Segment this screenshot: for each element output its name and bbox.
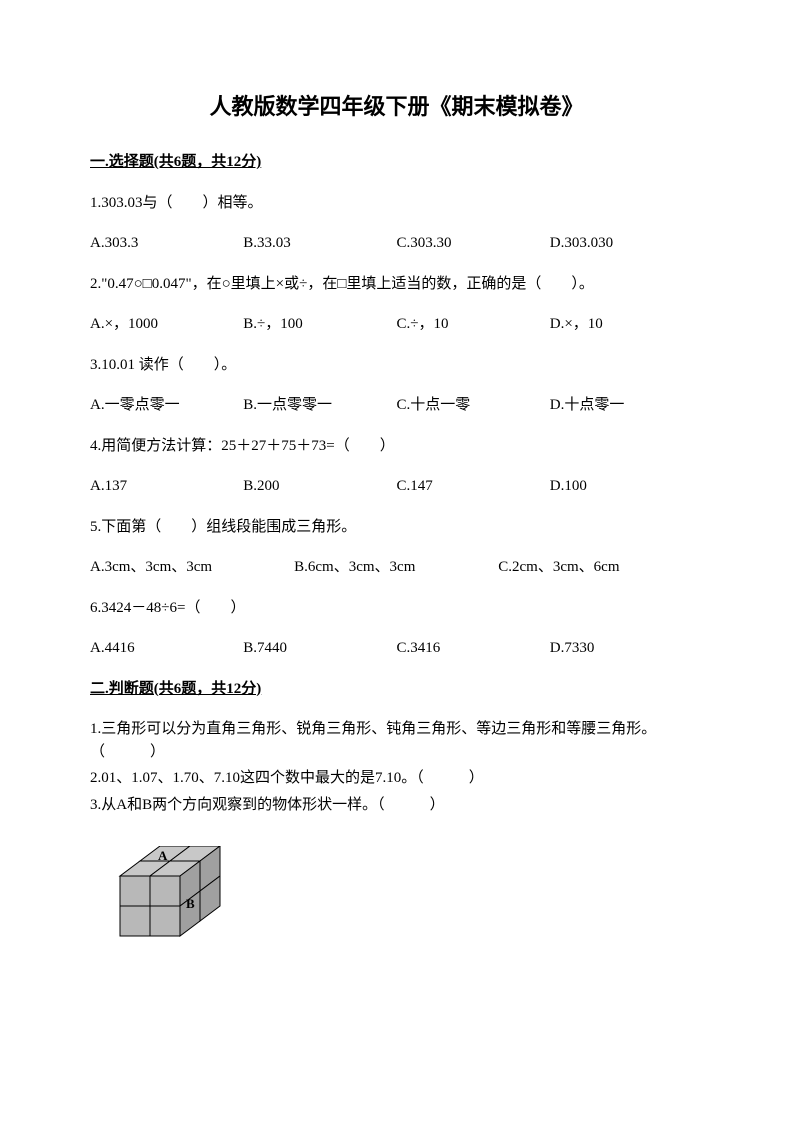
q3-options: A.一零点零一 B.一点零零一 C.十点一零 D.十点零一 bbox=[90, 394, 703, 417]
q4-optC: C.147 bbox=[397, 475, 550, 498]
q4-optB: B.200 bbox=[243, 475, 396, 498]
question-3: 3.10.01 读作（ ）。 A.一零点零一 B.一点零零一 C.十点一零 D.… bbox=[90, 354, 703, 417]
q5-optB: B.6cm、3cm、3cm bbox=[294, 556, 498, 579]
q2-optA: A.×，1000 bbox=[90, 313, 243, 336]
q3-text: 3.10.01 读作（ ）。 bbox=[90, 354, 703, 377]
q1-optB: B.33.03 bbox=[243, 232, 396, 255]
page-title: 人教版数学四年级下册《期末模拟卷》 bbox=[90, 90, 703, 123]
q6-optA: A.4416 bbox=[90, 637, 243, 660]
q6-optC: C.3416 bbox=[397, 637, 550, 660]
q1-optD: D.303.030 bbox=[550, 232, 703, 255]
section2-header: 二.判断题(共6题，共12分) bbox=[90, 678, 703, 701]
question-2: 2."0.47○□0.047"，在○里填上×或÷，在□里填上适当的数，正确的是（… bbox=[90, 273, 703, 336]
question-5: 5.下面第（ ）组线段能围成三角形。 A.3cm、3cm、3cm B.6cm、3… bbox=[90, 516, 703, 579]
q5-optA: A.3cm、3cm、3cm bbox=[90, 556, 294, 579]
q4-options: A.137 B.200 C.147 D.100 bbox=[90, 475, 703, 498]
cube-label-a: A bbox=[158, 848, 168, 863]
q3-optD: D.十点零一 bbox=[550, 394, 703, 417]
q5-optC: C.2cm、3cm、6cm bbox=[498, 556, 702, 579]
q5-text: 5.下面第（ ）组线段能围成三角形。 bbox=[90, 516, 703, 539]
judge-2: 2.01、1.07、1.70、7.10这四个数中最大的是7.10。（ ） bbox=[90, 767, 703, 790]
q3-optA: A.一零点零一 bbox=[90, 394, 243, 417]
q2-options: A.×，1000 B.÷，100 C.÷，10 D.×，10 bbox=[90, 313, 703, 336]
q1-options: A.303.3 B.33.03 C.303.30 D.303.030 bbox=[90, 232, 703, 255]
q1-optA: A.303.3 bbox=[90, 232, 243, 255]
q4-text: 4.用简便方法计算：25＋27＋75＋73=（ ） bbox=[90, 435, 703, 458]
q3-optC: C.十点一零 bbox=[397, 394, 550, 417]
question-4: 4.用简便方法计算：25＋27＋75＋73=（ ） A.137 B.200 C.… bbox=[90, 435, 703, 498]
q2-optD: D.×，10 bbox=[550, 313, 703, 336]
q5-options: A.3cm、3cm、3cm B.6cm、3cm、3cm C.2cm、3cm、6c… bbox=[90, 556, 703, 579]
q6-optD: D.7330 bbox=[550, 637, 703, 660]
q2-text: 2."0.47○□0.047"，在○里填上×或÷，在□里填上适当的数，正确的是（… bbox=[90, 273, 703, 296]
judge-3: 3.从A和B两个方向观察到的物体形状一样。（ ） bbox=[90, 794, 703, 817]
q3-optB: B.一点零零一 bbox=[243, 394, 396, 417]
cube-icon: A B bbox=[100, 846, 230, 966]
q1-optC: C.303.30 bbox=[397, 232, 550, 255]
q6-options: A.4416 B.7440 C.3416 D.7330 bbox=[90, 637, 703, 660]
cube-diagram: A B bbox=[100, 846, 703, 974]
q4-optD: D.100 bbox=[550, 475, 703, 498]
cube-label-b: B bbox=[186, 896, 195, 911]
section1-header: 一.选择题(共6题，共12分) bbox=[90, 151, 703, 174]
q6-optB: B.7440 bbox=[243, 637, 396, 660]
question-6: 6.3424－48÷6=（ ） A.4416 B.7440 C.3416 D.7… bbox=[90, 597, 703, 660]
q6-text: 6.3424－48÷6=（ ） bbox=[90, 597, 703, 620]
q2-optC: C.÷，10 bbox=[397, 313, 550, 336]
judge-1: 1.三角形可以分为直角三角形、锐角三角形、钝角三角形、等边三角形和等腰三角形。（… bbox=[90, 718, 703, 763]
question-1: 1.303.03与（ ）相等。 A.303.3 B.33.03 C.303.30… bbox=[90, 192, 703, 255]
q1-text: 1.303.03与（ ）相等。 bbox=[90, 192, 703, 215]
q2-optB: B.÷，100 bbox=[243, 313, 396, 336]
q4-optA: A.137 bbox=[90, 475, 243, 498]
